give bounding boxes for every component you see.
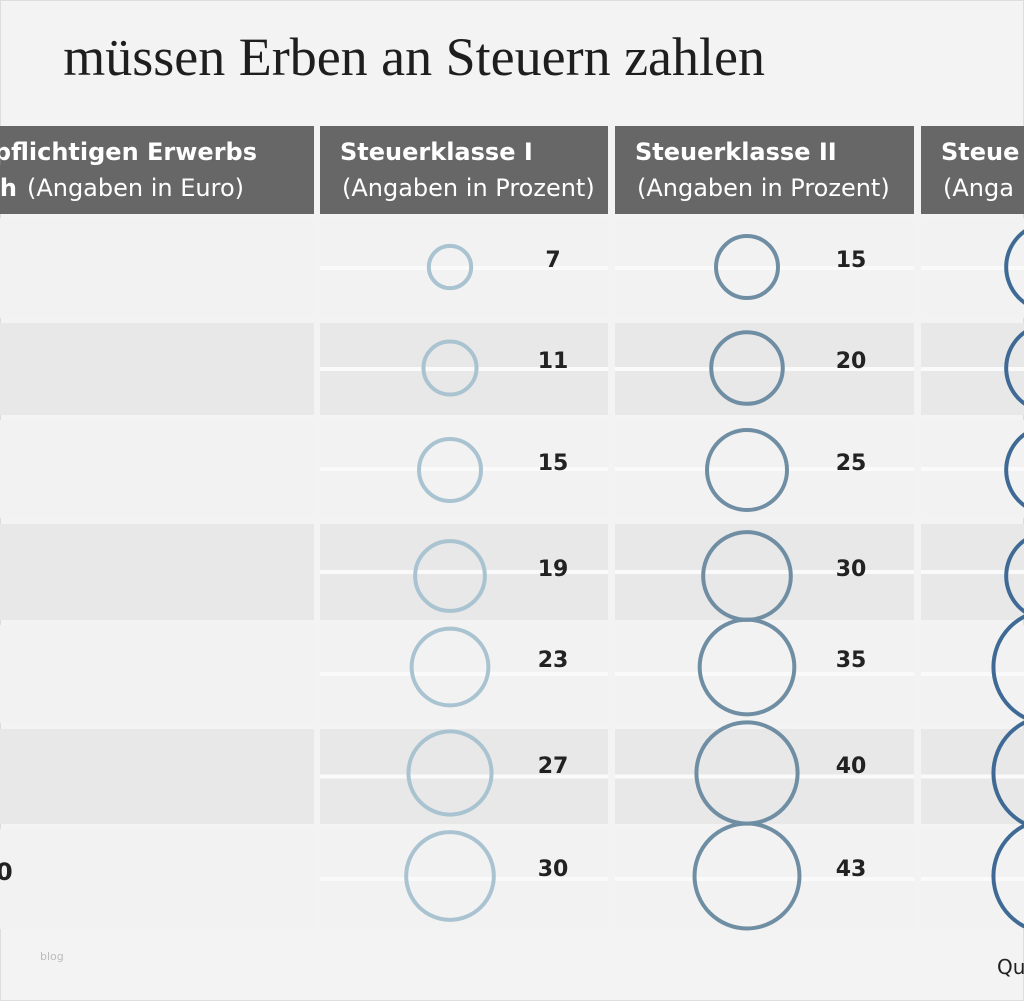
rate-value: 30 bbox=[538, 857, 569, 882]
rate-value: 15 bbox=[836, 248, 867, 273]
header-subtitle: ch (Angaben in Euro) bbox=[0, 174, 244, 202]
rate-circle bbox=[1004, 538, 1024, 614]
header-title: Steue bbox=[941, 138, 1019, 166]
rate-circle bbox=[1004, 432, 1024, 508]
header-title: Steuerklasse II bbox=[635, 138, 837, 166]
rate-circle bbox=[697, 617, 797, 717]
row-band bbox=[0, 524, 314, 620]
rate-value: 35 bbox=[836, 648, 867, 673]
header-subtitle: (Angaben in Prozent) bbox=[342, 174, 595, 202]
row-band bbox=[0, 218, 314, 318]
rate-value: 11 bbox=[538, 349, 569, 374]
row-band bbox=[0, 729, 314, 824]
header-subtitle: (Angaben in Euro) bbox=[27, 174, 244, 202]
rate-value: 19 bbox=[538, 557, 569, 582]
rate-circle bbox=[406, 729, 494, 817]
header-cell bbox=[320, 126, 608, 214]
header-title: rpflichtigen Erwerbs bbox=[0, 138, 257, 166]
rate-circle bbox=[714, 234, 780, 300]
amount-fragment: 0 bbox=[0, 858, 13, 886]
title: müssen Erben an Steuern zahlen bbox=[63, 27, 765, 87]
rate-circle bbox=[709, 330, 785, 406]
header-cell bbox=[615, 126, 914, 214]
rate-value: 40 bbox=[836, 754, 867, 779]
row-band bbox=[0, 625, 314, 723]
footer-note: blog bbox=[40, 950, 64, 963]
rate-circle bbox=[417, 437, 483, 503]
rate-value: 25 bbox=[836, 451, 867, 476]
rate-circle bbox=[426, 243, 474, 291]
rate-circle bbox=[409, 626, 491, 708]
row-band bbox=[0, 829, 314, 929]
header-title: ch bbox=[0, 174, 17, 202]
rate-circle bbox=[1004, 229, 1024, 305]
rate-circle bbox=[991, 823, 1024, 929]
header-cell bbox=[921, 126, 1024, 214]
rate-circle bbox=[705, 428, 789, 512]
rate-circle bbox=[991, 614, 1024, 720]
rate-value: 27 bbox=[538, 754, 569, 779]
header-subtitle: (Anga bbox=[943, 174, 1014, 202]
rate-circle bbox=[404, 830, 496, 922]
rate-value: 23 bbox=[538, 648, 569, 673]
rate-circle bbox=[421, 339, 479, 397]
rate-value: 30 bbox=[836, 557, 867, 582]
header-cell bbox=[0, 126, 314, 214]
source: Qu bbox=[997, 955, 1024, 979]
rate-circle bbox=[413, 539, 487, 613]
header-title: Steuerklasse I bbox=[340, 138, 533, 166]
rate-value: 7 bbox=[545, 248, 560, 273]
rate-circle bbox=[991, 720, 1024, 826]
rate-value: 15 bbox=[538, 451, 569, 476]
row-band bbox=[0, 323, 314, 415]
rate-circle bbox=[1004, 330, 1024, 406]
header-subtitle: (Angaben in Prozent) bbox=[637, 174, 890, 202]
rate-value: 20 bbox=[836, 349, 867, 374]
rate-value: 43 bbox=[836, 857, 867, 882]
rate-circle bbox=[692, 821, 802, 931]
rows bbox=[0, 218, 1024, 929]
row-band bbox=[0, 420, 314, 518]
